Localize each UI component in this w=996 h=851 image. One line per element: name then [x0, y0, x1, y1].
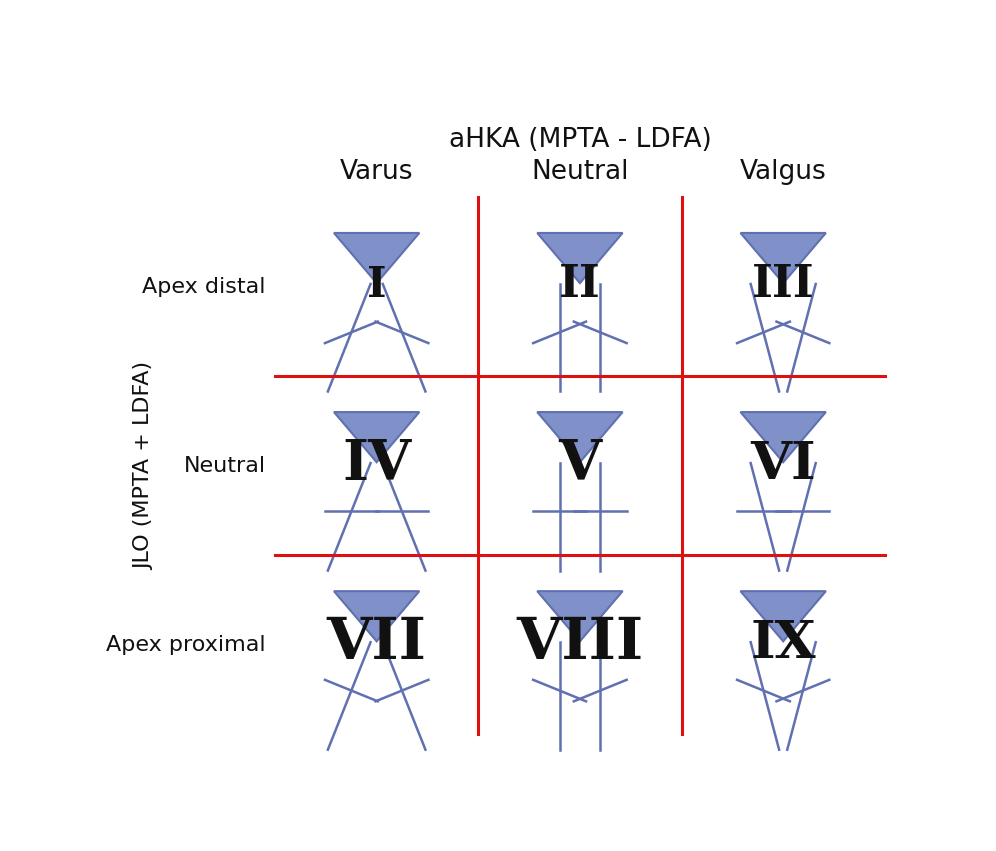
Text: VII: VII	[327, 615, 426, 671]
Polygon shape	[537, 412, 622, 462]
Text: JLO (MPTA + LDFA): JLO (MPTA + LDFA)	[133, 362, 153, 570]
Polygon shape	[537, 591, 622, 642]
Text: V: V	[559, 437, 602, 492]
Text: VI: VI	[750, 438, 816, 489]
Text: Apex distal: Apex distal	[142, 277, 266, 297]
Text: Apex proximal: Apex proximal	[107, 635, 266, 655]
Text: VIII: VIII	[516, 615, 643, 671]
Polygon shape	[537, 233, 622, 283]
Text: IX: IX	[750, 618, 816, 669]
Polygon shape	[334, 233, 419, 283]
Text: Neutral: Neutral	[183, 456, 266, 476]
Text: Neutral: Neutral	[531, 159, 628, 186]
Text: IV: IV	[342, 437, 411, 492]
Polygon shape	[740, 412, 826, 462]
Polygon shape	[740, 233, 826, 283]
Text: III: III	[752, 264, 815, 306]
Text: Varus: Varus	[340, 159, 413, 186]
Text: Valgus: Valgus	[740, 159, 827, 186]
Polygon shape	[334, 591, 419, 642]
Text: aHKA (MPTA - LDFA): aHKA (MPTA - LDFA)	[448, 127, 711, 152]
Text: I: I	[367, 264, 386, 306]
Polygon shape	[334, 412, 419, 462]
Text: II: II	[559, 264, 601, 306]
Polygon shape	[740, 591, 826, 642]
